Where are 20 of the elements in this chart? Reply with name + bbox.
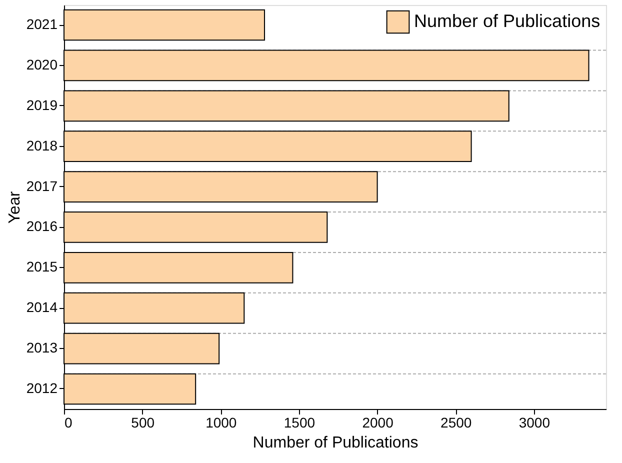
y-tick-label: 2013: [26, 340, 58, 356]
x-tick-label: 3000: [518, 414, 550, 430]
x-tick-label: 0: [64, 414, 72, 430]
y-axis-title: Year: [6, 190, 24, 224]
x-tick-label: 1500: [284, 414, 316, 430]
y-tick-label: 2020: [26, 56, 58, 72]
x-tick-label: 2000: [362, 414, 394, 430]
y-tick-label: 2021: [26, 16, 58, 32]
y-tick-label: 2014: [26, 299, 58, 316]
y-tick-label: 2015: [26, 258, 58, 275]
y-tick-label: 2016: [26, 218, 58, 234]
y-tick-label: 2018: [26, 137, 58, 154]
x-tick-label: 500: [131, 414, 155, 430]
y-tick-label: 2017: [26, 178, 58, 194]
x-tick-label: 1000: [206, 414, 237, 430]
x-tick-label: 2500: [440, 414, 472, 430]
y-tick-label: 2012: [26, 380, 58, 396]
y-tick-label: 2019: [26, 96, 58, 113]
x-axis-title: Number of Publications: [252, 434, 418, 452]
legend-label: Number of Publications: [414, 11, 600, 31]
